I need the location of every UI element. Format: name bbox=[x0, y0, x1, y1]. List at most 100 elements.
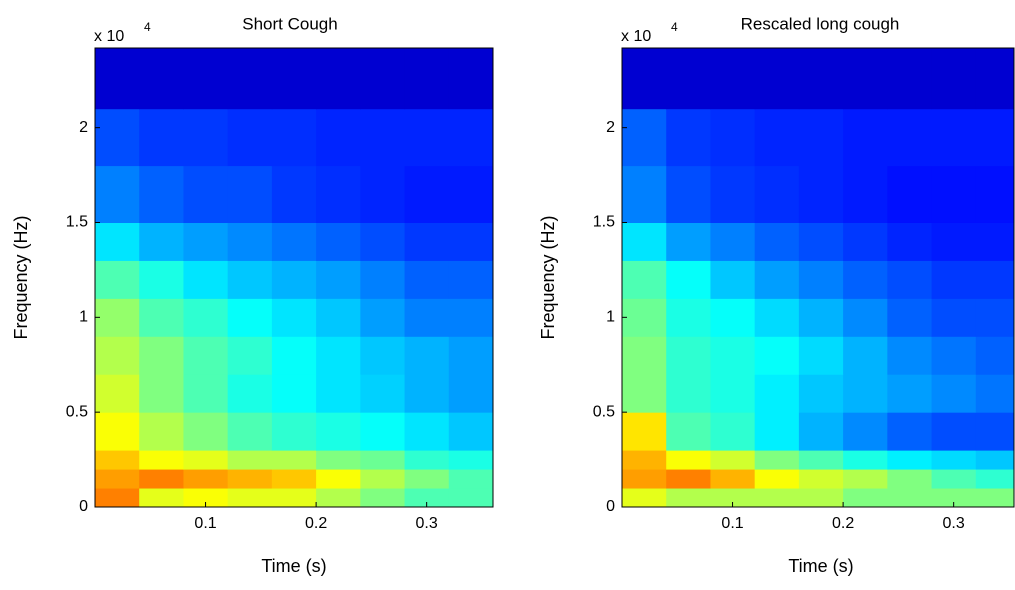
heatmap-cell bbox=[139, 488, 184, 507]
heatmap-cell bbox=[975, 469, 1014, 489]
heatmap-cell bbox=[271, 412, 317, 451]
heatmap-cell bbox=[448, 222, 493, 261]
heatmap-cell bbox=[448, 374, 493, 413]
heatmap-cell bbox=[754, 469, 800, 489]
heatmap-cell bbox=[227, 469, 273, 489]
heatmap-cell bbox=[887, 298, 933, 337]
heatmap-cell bbox=[622, 298, 667, 337]
heatmap-cell bbox=[227, 165, 273, 223]
heatmap-cell bbox=[710, 374, 756, 413]
heatmap-cell bbox=[271, 222, 317, 261]
heatmap-cell bbox=[622, 374, 667, 413]
heatmap-cell bbox=[931, 298, 977, 337]
heatmap bbox=[622, 48, 1014, 507]
y-tick-label: 0.5 bbox=[66, 403, 88, 420]
x-tick-label: 0.3 bbox=[416, 515, 438, 532]
heatmap-cell bbox=[360, 450, 406, 470]
axes-box bbox=[621, 47, 1015, 508]
y-multiplier-exponent: 4 bbox=[671, 20, 678, 34]
heatmap-cell bbox=[227, 336, 273, 375]
heatmap-cell bbox=[227, 48, 273, 110]
heatmap-cell bbox=[139, 374, 184, 413]
heatmap-cell bbox=[316, 469, 361, 489]
heatmap-cell bbox=[95, 336, 140, 375]
heatmap-cell bbox=[666, 165, 711, 223]
heatmap-cell bbox=[975, 450, 1014, 470]
heatmap-cell bbox=[95, 222, 140, 261]
heatmap-cell bbox=[843, 488, 888, 507]
heatmap-cell bbox=[183, 488, 229, 507]
heatmap-cell bbox=[754, 48, 800, 110]
heatmap-cell bbox=[887, 108, 933, 167]
heatmap-cell bbox=[139, 469, 184, 489]
heatmap-cell bbox=[975, 165, 1014, 223]
heatmap-cell bbox=[95, 412, 140, 451]
heatmap-cell bbox=[798, 469, 844, 489]
heatmap-cell bbox=[931, 260, 977, 299]
heatmap-cell bbox=[448, 450, 493, 470]
heatmap-cell bbox=[843, 108, 888, 167]
axes-box bbox=[94, 47, 494, 508]
heatmap-cell bbox=[360, 374, 406, 413]
heatmap-cell bbox=[843, 298, 888, 337]
heatmap-cell bbox=[271, 450, 317, 470]
heatmap-cell bbox=[798, 412, 844, 451]
y-tick-label: 0.5 bbox=[593, 403, 615, 420]
heatmap-cell bbox=[95, 469, 140, 489]
heatmap-cell bbox=[710, 488, 756, 507]
heatmap-cell bbox=[710, 165, 756, 223]
x-tick-label: 0.1 bbox=[194, 515, 216, 532]
heatmap-cell bbox=[139, 48, 184, 110]
heatmap-cell bbox=[271, 298, 317, 337]
heatmap-cell bbox=[404, 222, 450, 261]
heatmap-cell bbox=[139, 298, 184, 337]
heatmap-cell bbox=[710, 412, 756, 451]
heatmap-cell bbox=[360, 336, 406, 375]
heatmap-cell bbox=[622, 469, 667, 489]
heatmap-cell bbox=[710, 298, 756, 337]
heatmap-cell bbox=[975, 298, 1014, 337]
heatmap-cell bbox=[754, 222, 800, 261]
heatmap-cell bbox=[404, 412, 450, 451]
heatmap-cell bbox=[448, 412, 493, 451]
heatmap-cell bbox=[404, 450, 450, 470]
heatmap-cell bbox=[666, 108, 711, 167]
heatmap-cell bbox=[183, 260, 229, 299]
heatmap-cell bbox=[183, 48, 229, 110]
heatmap-cell bbox=[710, 260, 756, 299]
heatmap-cell bbox=[448, 336, 493, 375]
heatmap-cell bbox=[798, 108, 844, 167]
heatmap-cell bbox=[754, 165, 800, 223]
heatmap-cell bbox=[360, 222, 406, 261]
heatmap-cell bbox=[975, 222, 1014, 261]
heatmap-cell bbox=[227, 450, 273, 470]
heatmap-cell bbox=[798, 336, 844, 375]
heatmap-cell bbox=[710, 469, 756, 489]
heatmap-cell bbox=[316, 298, 361, 337]
heatmap-cell bbox=[666, 298, 711, 337]
heatmap-cell bbox=[710, 336, 756, 375]
heatmap-cell bbox=[316, 488, 361, 507]
heatmap-cell bbox=[227, 108, 273, 167]
heatmap-cell bbox=[887, 488, 933, 507]
heatmap-cell bbox=[666, 412, 711, 451]
heatmap-cell bbox=[931, 108, 977, 167]
heatmap-cell bbox=[622, 222, 667, 261]
heatmap-cell bbox=[975, 488, 1014, 507]
heatmap-cell bbox=[183, 469, 229, 489]
heatmap-cell bbox=[887, 222, 933, 261]
heatmap-cell bbox=[95, 298, 140, 337]
y-multiplier-exponent: 4 bbox=[144, 20, 151, 34]
heatmap-cell bbox=[404, 260, 450, 299]
heatmap-cell bbox=[931, 222, 977, 261]
heatmap-cell bbox=[183, 298, 229, 337]
heatmap-cell bbox=[931, 412, 977, 451]
heatmap-cell bbox=[843, 450, 888, 470]
heatmap-cell bbox=[754, 450, 800, 470]
heatmap-cell bbox=[183, 336, 229, 375]
heatmap-cell bbox=[887, 450, 933, 470]
heatmap-cell bbox=[139, 222, 184, 261]
heatmap-cell bbox=[448, 488, 493, 507]
y-tick-label: 1.5 bbox=[66, 214, 88, 231]
